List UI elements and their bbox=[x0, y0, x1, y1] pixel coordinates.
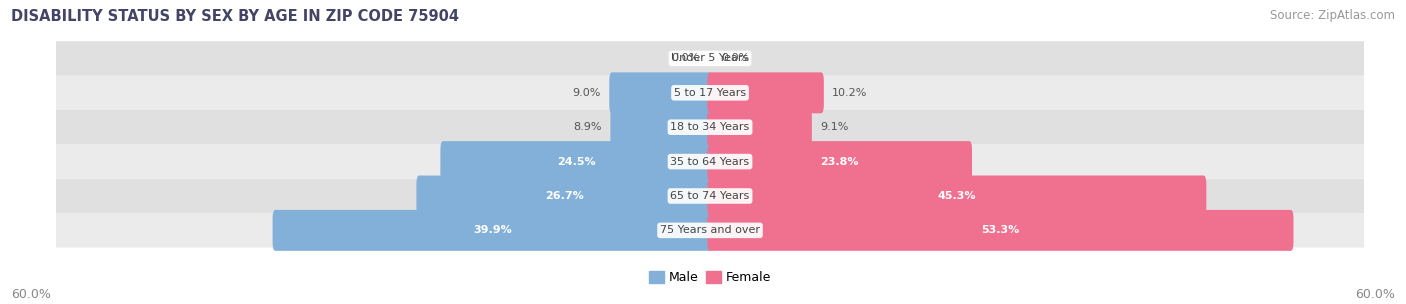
Text: 60.0%: 60.0% bbox=[1355, 288, 1395, 301]
FancyBboxPatch shape bbox=[707, 210, 1294, 251]
FancyBboxPatch shape bbox=[707, 175, 1206, 216]
Text: 18 to 34 Years: 18 to 34 Years bbox=[671, 122, 749, 132]
Text: 0.0%: 0.0% bbox=[721, 54, 749, 64]
FancyBboxPatch shape bbox=[273, 210, 713, 251]
FancyBboxPatch shape bbox=[707, 72, 824, 113]
Text: 75 Years and over: 75 Years and over bbox=[659, 225, 761, 235]
Text: 9.1%: 9.1% bbox=[820, 122, 848, 132]
FancyBboxPatch shape bbox=[609, 72, 713, 113]
Text: 45.3%: 45.3% bbox=[938, 191, 976, 201]
Text: 10.2%: 10.2% bbox=[832, 88, 868, 98]
Text: 9.0%: 9.0% bbox=[572, 88, 602, 98]
FancyBboxPatch shape bbox=[56, 41, 1364, 76]
FancyBboxPatch shape bbox=[56, 76, 1364, 110]
FancyBboxPatch shape bbox=[56, 144, 1364, 179]
Text: 39.9%: 39.9% bbox=[474, 225, 512, 235]
Text: 35 to 64 Years: 35 to 64 Years bbox=[671, 157, 749, 167]
FancyBboxPatch shape bbox=[610, 107, 713, 148]
Text: 65 to 74 Years: 65 to 74 Years bbox=[671, 191, 749, 201]
Text: DISABILITY STATUS BY SEX BY AGE IN ZIP CODE 75904: DISABILITY STATUS BY SEX BY AGE IN ZIP C… bbox=[11, 9, 460, 24]
Text: 0.0%: 0.0% bbox=[671, 54, 699, 64]
Text: Under 5 Years: Under 5 Years bbox=[672, 54, 748, 64]
FancyBboxPatch shape bbox=[416, 175, 713, 216]
FancyBboxPatch shape bbox=[707, 141, 972, 182]
FancyBboxPatch shape bbox=[56, 213, 1364, 247]
FancyBboxPatch shape bbox=[56, 110, 1364, 144]
Text: 8.9%: 8.9% bbox=[574, 122, 602, 132]
Text: 23.8%: 23.8% bbox=[821, 157, 859, 167]
Text: 24.5%: 24.5% bbox=[557, 157, 596, 167]
Text: 60.0%: 60.0% bbox=[11, 288, 51, 301]
FancyBboxPatch shape bbox=[56, 179, 1364, 213]
FancyBboxPatch shape bbox=[707, 107, 811, 148]
Text: Source: ZipAtlas.com: Source: ZipAtlas.com bbox=[1270, 9, 1395, 22]
FancyBboxPatch shape bbox=[440, 141, 713, 182]
Text: 53.3%: 53.3% bbox=[981, 225, 1019, 235]
Text: 26.7%: 26.7% bbox=[546, 191, 583, 201]
Text: 5 to 17 Years: 5 to 17 Years bbox=[673, 88, 747, 98]
Legend: Male, Female: Male, Female bbox=[644, 266, 776, 289]
